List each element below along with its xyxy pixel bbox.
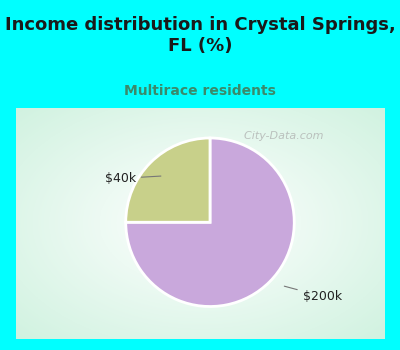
Text: Income distribution in Crystal Springs,
FL (%): Income distribution in Crystal Springs, … <box>5 16 395 55</box>
Text: $200k: $200k <box>284 286 342 303</box>
Text: City-Data.com: City-Data.com <box>237 131 323 141</box>
Wedge shape <box>126 138 210 222</box>
Text: Multirace residents: Multirace residents <box>124 84 276 98</box>
Wedge shape <box>126 138 294 307</box>
Text: $40k: $40k <box>105 172 161 185</box>
